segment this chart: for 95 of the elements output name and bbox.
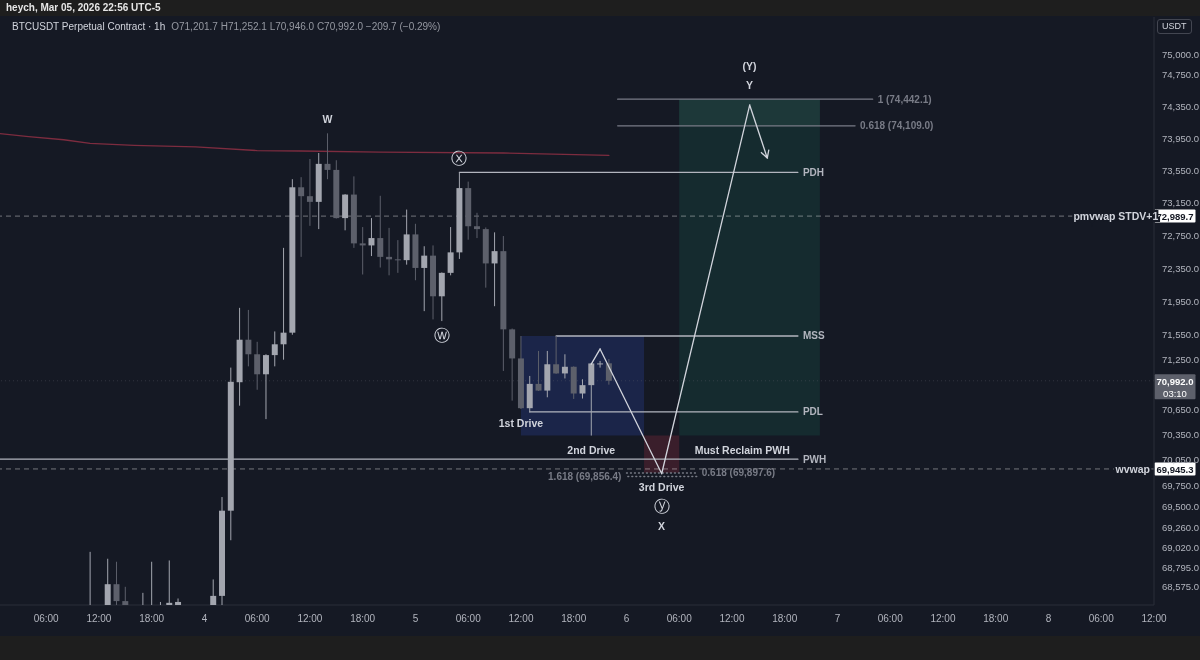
series-label: 1.618 (69,856.4) xyxy=(548,470,622,482)
x-tick-label: 06:00 xyxy=(666,613,693,625)
chart-title: BTCUSDT Perpetual Contract · 1h xyxy=(12,21,166,33)
x-tick-label: 12:00 xyxy=(508,613,534,625)
candlestick xyxy=(535,350,542,392)
annotation: W xyxy=(322,113,333,126)
chart-subtitle: O71,201.7 H71,252.1 L70,946.0 C70,992.0 −209.7 (−0.29%) xyxy=(171,21,441,33)
annotation: ⓨ X xyxy=(653,497,670,532)
y-tick-label: 73,150.0 xyxy=(1162,197,1199,209)
candlestick xyxy=(394,239,401,274)
y-tick-label: 69,020.0 xyxy=(1162,542,1199,554)
y-tick-label: 72,750.0 xyxy=(1162,230,1199,241)
candlestick xyxy=(605,358,612,386)
candlestick xyxy=(324,132,331,180)
ref-line-label: 70,992.0 03:10 xyxy=(1156,375,1194,399)
x-tick-label: 12:00 xyxy=(719,613,745,625)
x-tick-label: 18:00 xyxy=(983,613,1009,625)
candlestick xyxy=(280,247,287,361)
candlestick xyxy=(377,195,384,269)
x-tick-label: 06:00 xyxy=(33,613,60,625)
candlestick xyxy=(298,176,305,258)
annotation: (Y) xyxy=(742,59,757,72)
x-tick-label: 12:00 xyxy=(86,613,112,625)
y-tick-label: 69,260.0 xyxy=(1162,521,1199,533)
series-label: PWH xyxy=(802,453,827,465)
candlestick xyxy=(553,335,560,375)
y-tick-label: 70,650.0 xyxy=(1162,403,1199,415)
y-tick-label: 68,795.0 xyxy=(1162,561,1199,573)
annotation: wvwap xyxy=(1114,462,1150,475)
x-tick-label: 8 xyxy=(1045,613,1052,625)
x-tick-label: 18:00 xyxy=(139,613,165,625)
x-tick-label: 12:00 xyxy=(297,613,323,625)
series-label: 0.618 (69,897.6) xyxy=(701,467,776,479)
y-tick-label: 68,575.0 xyxy=(1162,580,1199,592)
candlestick xyxy=(491,231,498,307)
candlestick xyxy=(262,353,269,420)
y-axis-title: USDT xyxy=(1157,19,1192,34)
x-tick-label: 12:00 xyxy=(1141,613,1167,625)
candlestick xyxy=(438,271,445,322)
candlestick xyxy=(368,217,375,257)
series-label: PDL xyxy=(802,406,823,418)
candlestick xyxy=(104,558,111,605)
annotation: Must Reclaim PWH xyxy=(694,443,790,456)
candlestick xyxy=(579,378,586,400)
candlestick xyxy=(588,362,595,437)
x-tick-label: 06:00 xyxy=(455,613,482,625)
series-label: 1 (74,442.1) xyxy=(877,93,932,105)
y-tick-label: 75,000.0 xyxy=(1162,49,1199,61)
annotation: ⓧ xyxy=(451,149,468,167)
candlestick xyxy=(474,212,480,239)
candlestick xyxy=(306,158,313,227)
y-tick-label: 71,950.0 xyxy=(1162,295,1199,307)
annotation: Y xyxy=(746,79,754,92)
x-tick-label: 18:00 xyxy=(772,613,798,625)
x-tick-label: 12:00 xyxy=(930,613,956,625)
y-tick-label: 69,500.0 xyxy=(1162,501,1199,513)
candlestick xyxy=(210,578,217,605)
candlestick xyxy=(447,226,454,276)
candlestick xyxy=(254,341,261,391)
y-tick-label: 72,350.0 xyxy=(1162,262,1199,274)
x-tick-label: 4 xyxy=(201,613,208,625)
ref-line-label: 69,945.3 xyxy=(1156,463,1194,475)
x-tick-label: 06:00 xyxy=(244,613,271,625)
candlestick xyxy=(342,193,349,231)
y-tick-label: 71,250.0 xyxy=(1162,353,1199,365)
annotation: 1st Drive xyxy=(498,417,544,430)
y-tick-label: 69,750.0 xyxy=(1162,479,1199,491)
candlestick xyxy=(421,245,428,312)
candlestick xyxy=(271,330,278,367)
x-tick-label: 18:00 xyxy=(350,613,376,625)
y-tick-label: 74,350.0 xyxy=(1162,100,1199,112)
x-tick-label: 5 xyxy=(412,613,419,625)
y-tick-label: 70,350.0 xyxy=(1162,429,1199,441)
x-tick-label: 06:00 xyxy=(877,613,904,625)
annotation: ⓦ xyxy=(433,326,450,344)
y-tick-label: 74,750.0 xyxy=(1162,69,1199,81)
y-tick-label: 73,550.0 xyxy=(1162,165,1199,177)
candlestick xyxy=(561,353,568,379)
series-label: 0.618 (74,109.0) xyxy=(860,120,934,132)
candlestick xyxy=(597,360,604,369)
x-tick-label: 06:00 xyxy=(1088,613,1115,625)
y-tick-label: 71,550.0 xyxy=(1162,328,1199,340)
series-label: PDH xyxy=(802,166,825,178)
annotation: 2nd Drive xyxy=(567,443,616,456)
candlestick xyxy=(166,559,173,605)
series-label: MSS xyxy=(802,330,825,342)
x-tick-label: 7 xyxy=(834,613,841,625)
x-tick-label: 6 xyxy=(623,613,630,625)
annotation: 3rd Drive xyxy=(638,480,685,493)
candlestick xyxy=(359,226,366,275)
text: heych, Mar 05, 2026 22:56 UTC-5 xyxy=(6,1,161,15)
y-tick-label: 73,950.0 xyxy=(1162,132,1199,144)
candlestick xyxy=(175,597,182,605)
x-tick-label: 18:00 xyxy=(561,613,587,625)
candlestick xyxy=(245,309,252,367)
